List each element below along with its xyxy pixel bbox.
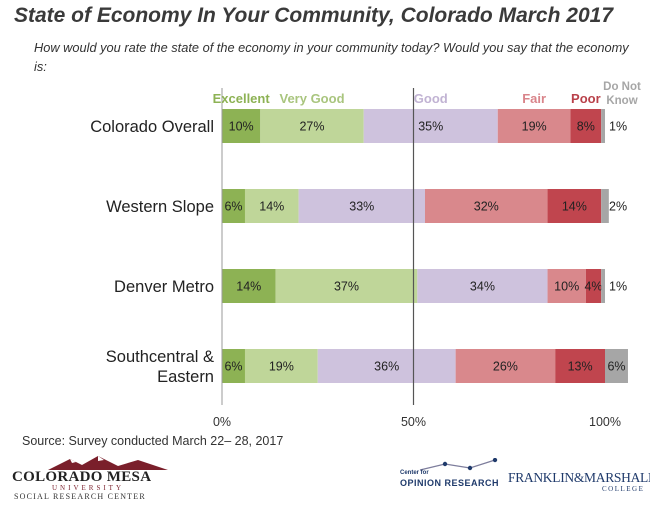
fm-college: COLLEGE	[602, 485, 645, 493]
bar-segment	[222, 109, 261, 143]
cor-opinion-research: OPINION RESEARCH	[400, 478, 500, 488]
category-label: Southcentral &	[106, 348, 214, 366]
data-label: 1%	[609, 280, 627, 294]
data-label: 37%	[334, 280, 359, 294]
bar-segment	[275, 269, 418, 303]
data-label: 8%	[577, 120, 595, 134]
legend-label: Know	[606, 95, 637, 107]
legend-label: Excellent	[213, 91, 271, 106]
bar-segment	[222, 269, 276, 303]
bar-segment	[601, 269, 605, 303]
legend-label: Poor	[571, 91, 601, 106]
category-label: Eastern	[157, 368, 214, 386]
data-label: 32%	[474, 200, 499, 214]
cmu-name: COLORADO MESA	[12, 469, 152, 485]
bar-segment	[363, 109, 498, 143]
x-tick-label: 0%	[213, 415, 231, 429]
legend-label: Do Not	[603, 81, 641, 93]
bar-segment	[497, 109, 571, 143]
source-note: Source: Survey conducted March 22– 28, 2…	[22, 434, 284, 448]
x-tick-label: 100%	[589, 415, 621, 429]
bar-segment	[547, 189, 602, 223]
bar-segment	[601, 189, 609, 223]
bar-segment	[222, 189, 245, 223]
x-tick-label: 50%	[401, 415, 426, 429]
category-label: Colorado Overall	[90, 118, 214, 136]
bar-segment	[605, 349, 628, 383]
data-label: 35%	[418, 120, 443, 134]
mountain-icon	[48, 456, 168, 470]
cmu-center: SOCIAL RESEARCH CENTER	[14, 492, 146, 501]
data-label: 6%	[224, 360, 242, 374]
data-label: 34%	[470, 280, 495, 294]
bar-segment	[601, 109, 605, 143]
fm-name: FRANKLIN&MARSHALL	[508, 470, 650, 485]
data-label: 14%	[562, 200, 587, 214]
data-label: 6%	[607, 360, 625, 374]
data-label: 4%	[584, 280, 602, 294]
data-label: 26%	[493, 360, 518, 374]
colorado-mesa-logo: COLORADO MESA UNIVERSITY SOCIAL RESEARCH…	[8, 455, 198, 503]
bar-segment	[570, 109, 602, 143]
legend-label: Good	[414, 91, 448, 106]
cmu-university: UNIVERSITY	[52, 484, 124, 492]
bar-segment	[455, 349, 556, 383]
data-label: 19%	[522, 120, 547, 134]
bar-segment	[298, 189, 425, 223]
data-label: 10%	[554, 280, 579, 294]
legend-label: Very Good	[279, 91, 344, 106]
chart-title: State of Economy In Your Community, Colo…	[14, 4, 613, 27]
chart-subtitle: How would you rate the state of the econ…	[34, 40, 629, 74]
category-label: Western Slope	[106, 198, 214, 216]
data-label: 19%	[269, 360, 294, 374]
franklin-marshall-logo: FRANKLIN&MARSHALL COLLEGE	[508, 470, 650, 502]
bar-segment	[424, 189, 548, 223]
bar-segment	[244, 349, 318, 383]
category-label: Denver Metro	[114, 278, 214, 296]
cor-center-for: Center for	[400, 470, 429, 476]
bar-segment	[244, 189, 299, 223]
bar-segment	[417, 269, 548, 303]
stacked-bar-chart: 10% 27% 35% 19% 8% 1% Colorado Overall 6% 14% 33%…	[90, 81, 641, 429]
data-label: 1%	[609, 120, 627, 134]
bar-segment	[222, 349, 245, 383]
network-icon	[419, 458, 498, 471]
legend-label: Fair	[522, 91, 546, 106]
data-label: 14%	[236, 280, 261, 294]
data-label: 36%	[374, 360, 399, 374]
data-label: 33%	[349, 200, 374, 214]
opinion-research-logo: Center for OPINION RESEARCH	[400, 458, 510, 502]
data-label: 27%	[299, 120, 324, 134]
bar-segment	[555, 349, 605, 383]
bar-segment	[260, 109, 364, 143]
data-label: 2%	[609, 200, 627, 214]
data-label: 14%	[259, 200, 284, 214]
data-label: 13%	[568, 360, 593, 374]
data-label: 6%	[224, 200, 242, 214]
data-label: 10%	[229, 120, 254, 134]
bar-segment	[317, 349, 456, 383]
bar-segment	[547, 269, 586, 303]
bar-segment	[585, 269, 602, 303]
